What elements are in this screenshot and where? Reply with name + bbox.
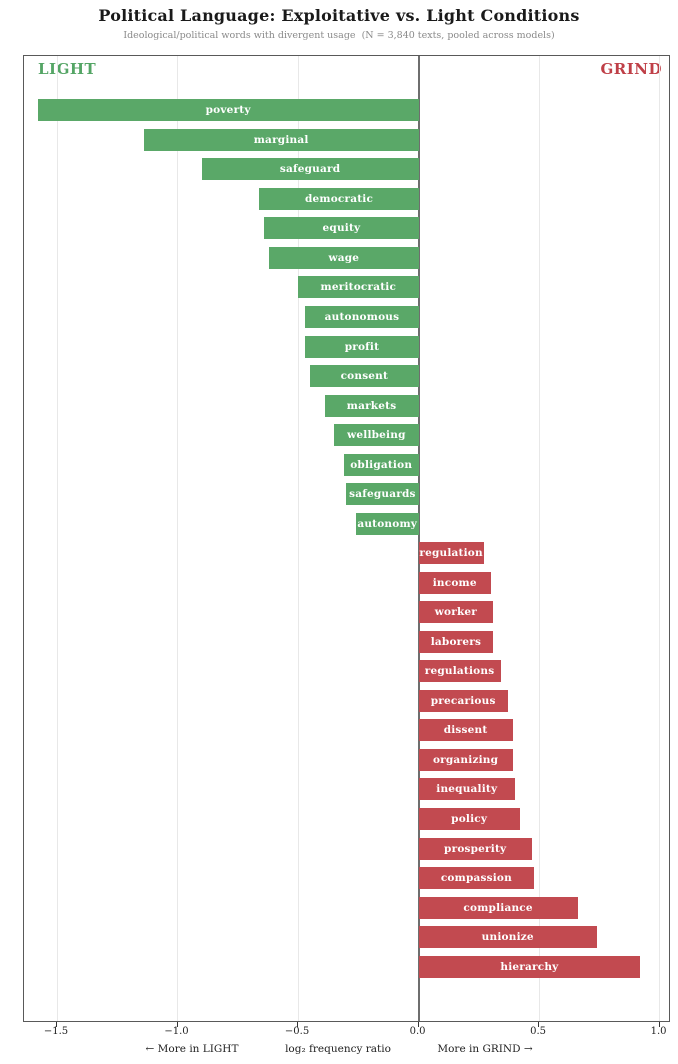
bar-autonomous: autonomous (305, 306, 419, 328)
zero-line (417, 56, 420, 1021)
bar-unionize: unionize (418, 926, 597, 949)
x-axis-tick-label: −0.5 (284, 1026, 310, 1037)
plot-area: LIGHT GRIND poverty marginal safeguard demo… (23, 55, 670, 1022)
bar-worker: worker (418, 601, 494, 624)
bar-poverty: poverty (37, 99, 419, 122)
bar-autonomy: autonomy (355, 512, 419, 535)
bar-marginal: marginal (143, 128, 419, 151)
bar-income: income (418, 571, 491, 594)
bar-word-label: autonomy (357, 517, 418, 530)
x-axis-tick (56, 1021, 58, 1027)
bar-organizing: organizing (418, 748, 513, 771)
x-axis-caption-left: ← More in LIGHT (145, 1043, 239, 1055)
bar-wellbeing: wellbeing (334, 424, 419, 447)
bar-word-label: unionize (481, 931, 534, 944)
grind-condition-label: GRIND (600, 60, 662, 78)
light-condition-label: LIGHT (38, 60, 97, 78)
gridline (659, 56, 661, 1021)
bar-word-label: democratic (304, 192, 374, 205)
gridline (177, 56, 179, 1021)
bar-word-label: prosperity (444, 842, 507, 855)
bar-word-label: wellbeing (347, 429, 406, 442)
bar-precarious: precarious (418, 689, 508, 712)
bar-word-label: dissent (443, 724, 488, 737)
x-axis-tick-label: 0.5 (530, 1026, 547, 1037)
x-axis-caption-right: More in GRIND → (437, 1043, 533, 1055)
bar-word-label: obligation (350, 458, 413, 471)
bar-word-label: laborers (430, 635, 482, 648)
bar-inequality: inequality (418, 778, 515, 801)
x-axis-tick-label: 0.0 (409, 1026, 426, 1037)
bar-democratic: democratic (259, 187, 419, 210)
bar-wage: wage (269, 246, 419, 269)
bar-word-label: marginal (253, 133, 309, 146)
chart-subtitle: Ideological/political words with diverge… (123, 30, 555, 41)
bar-dissent: dissent (418, 719, 513, 742)
bar-regulation: regulation (418, 542, 484, 565)
bar-word-label: poverty (205, 104, 251, 117)
bar-word-label: autonomous (324, 311, 400, 323)
bar-equity: equity (264, 217, 419, 240)
bar-obligation: obligation (343, 453, 419, 476)
bar-word-label: hierarchy (500, 960, 559, 973)
gridline (538, 56, 540, 1021)
bar-profit: profit (305, 335, 419, 358)
bar-word-label: regulations (424, 665, 495, 678)
gridline (56, 56, 58, 1021)
x-axis-tick (658, 1021, 660, 1027)
x-axis-tick (538, 1021, 540, 1027)
bar-word-label: regulation (419, 547, 483, 560)
bar-markets: markets (324, 394, 419, 417)
x-axis-tick-label: −1.0 (164, 1026, 189, 1037)
x-axis-tick (297, 1021, 299, 1027)
bar-word-label: precarious (430, 694, 496, 707)
bar-safeguard: safeguard (201, 158, 419, 181)
bar-word-label: profit (344, 340, 380, 353)
bar-word-label: consent (340, 370, 389, 383)
bar-meritocratic: meritocratic (298, 276, 419, 299)
bar-word-label: safeguard (279, 163, 341, 176)
bar-word-label: markets (346, 399, 397, 412)
x-axis-tick (417, 1021, 419, 1027)
bar-regulations: regulations (418, 660, 501, 683)
chart-title: Political Language: Exploitative vs. Lig… (98, 6, 580, 25)
bar-word-label: income (432, 576, 477, 589)
bar-hierarchy: hierarchy (418, 955, 641, 978)
bar-compliance: compliance (418, 896, 578, 919)
bar-compassion: compassion (418, 867, 535, 890)
bar-word-label: inequality (436, 783, 498, 796)
bar-word-label: wage (328, 251, 360, 264)
bar-word-label: worker (434, 606, 478, 619)
x-axis-caption-center: log₂ frequency ratio (285, 1043, 391, 1055)
x-axis-tick-label: −1.5 (43, 1026, 69, 1037)
bar-safeguards: safeguards (346, 483, 419, 506)
bar-word-label: organizing (432, 753, 499, 766)
bar-word-label: safeguards (349, 488, 416, 501)
bar-word-label: policy (451, 813, 488, 826)
bar-laborers: laborers (418, 630, 494, 653)
bar-word-label: equity (322, 222, 361, 235)
bar-consent: consent (310, 365, 419, 388)
bar-word-label: meritocratic (320, 281, 397, 294)
x-axis-tick-label: 1.0 (650, 1026, 667, 1037)
bar-prosperity: prosperity (418, 837, 532, 860)
bar-policy: policy (418, 808, 520, 831)
bar-word-label: compliance (463, 901, 533, 914)
gridline (297, 56, 299, 1021)
x-axis-tick (176, 1021, 178, 1027)
bar-word-label: compassion (440, 872, 512, 885)
